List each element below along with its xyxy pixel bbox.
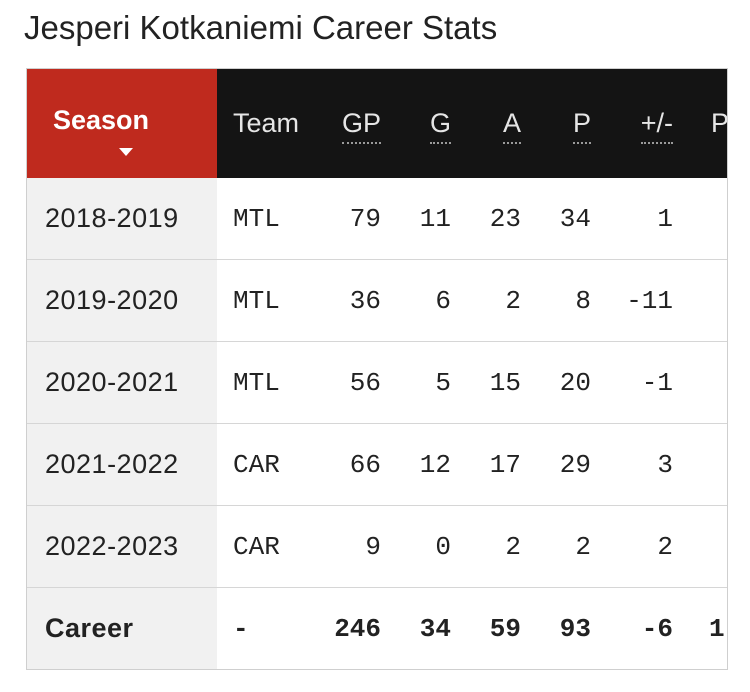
career-stats-table: Season Team GP G A P — [27, 69, 728, 669]
team-cell: - — [217, 587, 323, 669]
a-cell: 2 — [473, 259, 543, 342]
a-cell: 2 — [473, 505, 543, 588]
plus-minus-cell: -6 — [613, 587, 695, 669]
g-cell: 6 — [403, 259, 473, 342]
more-cell: 1 — [695, 587, 727, 669]
p-cell: 29 — [543, 423, 613, 506]
team-cell: MTL — [233, 203, 280, 234]
more-cell — [695, 259, 727, 342]
season-cell: 2020-2021 — [27, 341, 217, 424]
season-cell: 2018-2019 — [27, 178, 217, 260]
season-cell: 2021-2022 — [27, 423, 217, 506]
p-cell: 20 — [543, 341, 613, 424]
header-row: Season Team GP G A P — [27, 69, 728, 178]
gp-cell: 66 — [323, 423, 403, 506]
plus-minus-column-header[interactable]: +/- — [613, 69, 695, 178]
plus-minus-cell: 2 — [613, 505, 695, 588]
gp-cell: 36 — [323, 259, 403, 342]
p-cell: 8 — [543, 259, 613, 342]
a-cell: 17 — [473, 423, 543, 506]
more-cell — [695, 423, 727, 506]
career-label-cell: Career — [27, 587, 217, 669]
p-header-label: P — [572, 108, 591, 144]
table-row: 2021-2022 CAR 66 12 17 29 3 — [27, 423, 727, 506]
a-header-label: A — [502, 108, 521, 144]
caret-down-icon — [119, 148, 133, 156]
table-row: 2020-2021 MTL 56 5 15 20 -1 — [27, 341, 727, 424]
table-row: 2019-2020 MTL 36 6 2 8 -11 — [27, 259, 727, 342]
season-cell: 2022-2023 — [27, 505, 217, 588]
gp-column-header[interactable]: GP — [323, 69, 403, 178]
a-cell: 23 — [489, 203, 521, 234]
career-stats-table-container[interactable]: Season Team GP G A P — [26, 68, 728, 670]
team-header-label: Team — [233, 108, 300, 138]
p-column-header[interactable]: P — [543, 69, 613, 178]
g-cell: 11 — [419, 203, 451, 234]
season-header-label: Season — [53, 105, 150, 135]
more-header-label: P — [711, 108, 728, 138]
gp-cell: 246 — [323, 587, 403, 669]
g-cell: 34 — [403, 587, 473, 669]
p-cell: 2 — [543, 505, 613, 588]
more-cell — [695, 341, 727, 424]
p-cell: 93 — [543, 587, 613, 669]
season-cell: 2019-2020 — [27, 259, 217, 342]
gp-cell: 9 — [323, 505, 403, 588]
plus-minus-cell: -1 — [613, 341, 695, 424]
team-column-header[interactable]: Team — [217, 69, 323, 178]
a-column-header[interactable]: A — [473, 69, 543, 178]
gp-cell: 79 — [349, 203, 381, 234]
more-column-header[interactable]: P — [695, 69, 728, 178]
plus-minus-cell: -11 — [613, 259, 695, 342]
a-cell: 59 — [473, 587, 543, 669]
g-column-header[interactable]: G — [403, 69, 473, 178]
g-cell: 0 — [403, 505, 473, 588]
plus-minus-cell: 1 — [657, 203, 673, 234]
gp-cell: 56 — [323, 341, 403, 424]
g-cell: 5 — [403, 341, 473, 424]
more-cell — [695, 505, 727, 588]
plus-minus-header-label: +/- — [640, 108, 673, 144]
plus-minus-cell: 3 — [613, 423, 695, 506]
table-row: 2022-2023 CAR 9 0 2 2 2 — [27, 505, 727, 588]
more-cell — [695, 178, 727, 260]
g-header-label: G — [429, 108, 451, 144]
team-cell: MTL — [217, 341, 323, 424]
table-row: 2018-2019 MTL 79 11 23 34 1 — [27, 178, 727, 260]
team-cell: MTL — [217, 259, 323, 342]
career-totals-row: Career - 246 34 59 93 -6 1 — [27, 587, 727, 669]
page-title: Jesperi Kotkaniemi Career Stats — [24, 9, 498, 46]
p-cell: 34 — [559, 203, 591, 234]
season-column-header[interactable]: Season — [27, 69, 217, 178]
team-cell: CAR — [217, 505, 323, 588]
g-cell: 12 — [403, 423, 473, 506]
a-cell: 15 — [473, 341, 543, 424]
team-cell: CAR — [217, 423, 323, 506]
gp-header-label: GP — [341, 108, 381, 144]
